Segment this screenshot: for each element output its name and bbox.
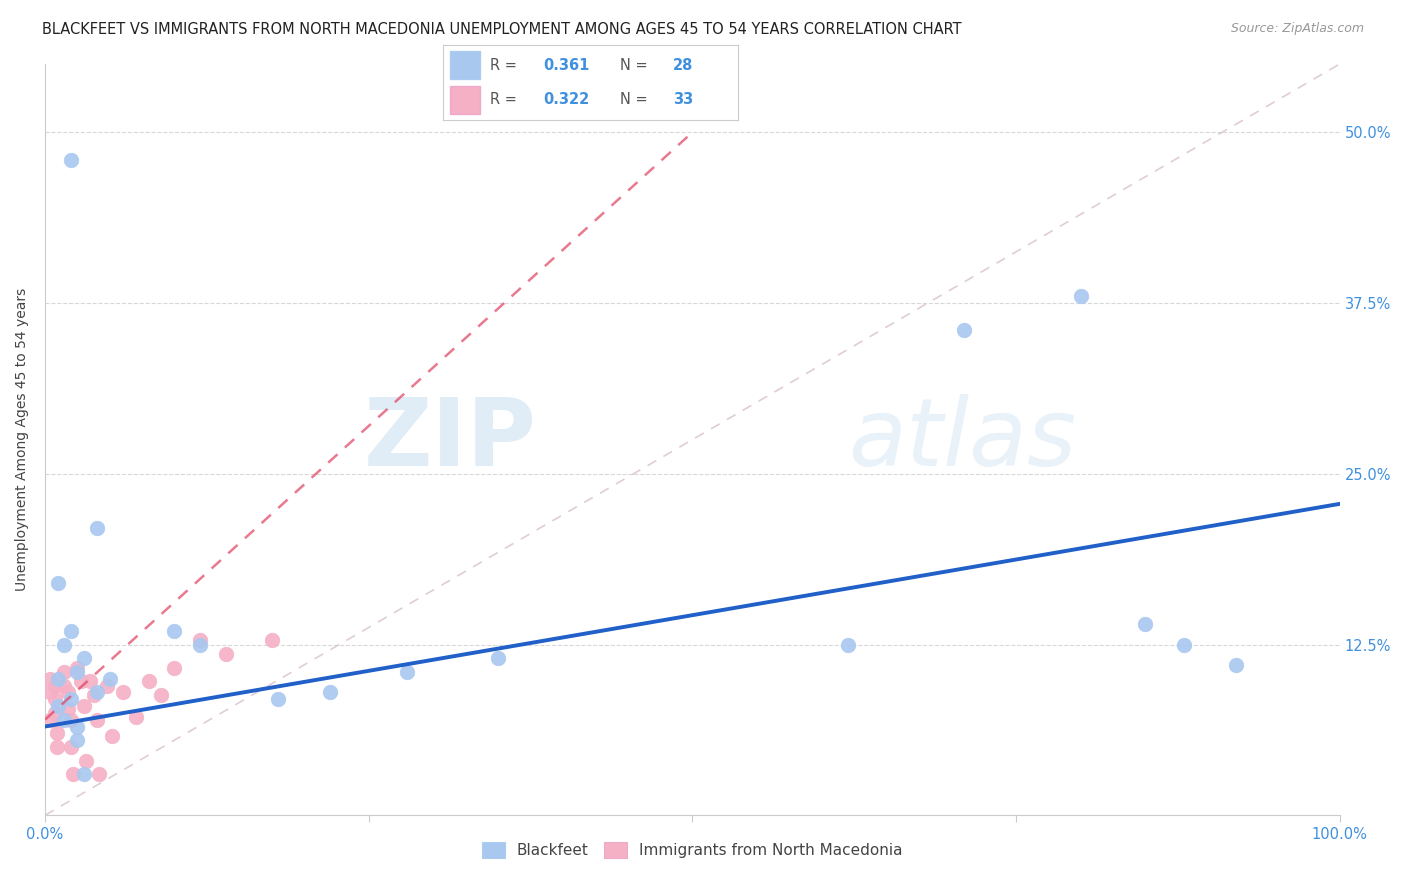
- Point: [58, 685, 80, 699]
- Point: [953, 323, 976, 337]
- Text: 28: 28: [673, 58, 693, 72]
- Point: [486, 651, 509, 665]
- Point: [1225, 658, 1247, 673]
- Point: [1070, 289, 1092, 303]
- FancyBboxPatch shape: [450, 87, 479, 113]
- Point: [215, 647, 238, 661]
- Text: 33: 33: [673, 93, 693, 107]
- Point: [163, 661, 186, 675]
- Point: [44, 679, 66, 693]
- Point: [59, 624, 82, 638]
- Point: [1135, 617, 1157, 632]
- Point: [53, 713, 76, 727]
- Point: [150, 688, 173, 702]
- Point: [96, 679, 118, 693]
- Point: [163, 624, 186, 638]
- Point: [86, 521, 108, 535]
- FancyBboxPatch shape: [450, 52, 479, 78]
- Point: [53, 679, 76, 693]
- Point: [39, 672, 62, 686]
- Point: [83, 688, 105, 702]
- Point: [66, 733, 89, 747]
- Point: [62, 767, 84, 781]
- Text: R =: R =: [491, 93, 517, 107]
- Point: [188, 638, 211, 652]
- Text: atlas: atlas: [848, 394, 1076, 485]
- Point: [46, 672, 69, 686]
- Point: [111, 685, 134, 699]
- Text: BLACKFEET VS IMMIGRANTS FROM NORTH MACEDONIA UNEMPLOYMENT AMONG AGES 45 TO 54 YE: BLACKFEET VS IMMIGRANTS FROM NORTH MACED…: [42, 22, 962, 37]
- Point: [53, 665, 76, 679]
- Point: [39, 685, 62, 699]
- Point: [44, 692, 66, 706]
- Point: [73, 651, 96, 665]
- Text: N =: N =: [620, 58, 648, 72]
- Text: Source: ZipAtlas.com: Source: ZipAtlas.com: [1230, 22, 1364, 36]
- Point: [58, 702, 80, 716]
- Point: [73, 698, 96, 713]
- Point: [124, 710, 146, 724]
- Point: [70, 674, 93, 689]
- Point: [138, 674, 160, 689]
- Point: [89, 767, 111, 781]
- Point: [86, 713, 108, 727]
- Text: 0.361: 0.361: [543, 58, 589, 72]
- Point: [79, 674, 101, 689]
- Y-axis label: Unemployment Among Ages 45 to 54 years: Unemployment Among Ages 45 to 54 years: [15, 288, 30, 591]
- Point: [66, 665, 89, 679]
- Point: [66, 661, 89, 675]
- Point: [39, 713, 62, 727]
- Point: [319, 685, 342, 699]
- Point: [73, 767, 96, 781]
- Point: [260, 633, 283, 648]
- Legend: Blackfeet, Immigrants from North Macedonia: Blackfeet, Immigrants from North Macedon…: [475, 836, 908, 864]
- Point: [46, 576, 69, 591]
- Point: [837, 638, 859, 652]
- Point: [46, 698, 69, 713]
- Text: 0.322: 0.322: [543, 93, 589, 107]
- Point: [45, 739, 67, 754]
- Point: [396, 665, 419, 679]
- Point: [59, 739, 82, 754]
- Point: [44, 706, 66, 720]
- Point: [101, 729, 124, 743]
- Point: [45, 726, 67, 740]
- Text: N =: N =: [620, 93, 648, 107]
- Point: [1173, 638, 1195, 652]
- Point: [59, 153, 82, 167]
- Point: [59, 692, 82, 706]
- Text: ZIP: ZIP: [364, 393, 537, 485]
- Point: [86, 685, 108, 699]
- Text: R =: R =: [491, 58, 517, 72]
- Point: [188, 633, 211, 648]
- Point: [53, 638, 76, 652]
- Point: [98, 672, 121, 686]
- Point: [267, 692, 290, 706]
- Point: [75, 754, 97, 768]
- Point: [66, 719, 89, 733]
- Point: [59, 713, 82, 727]
